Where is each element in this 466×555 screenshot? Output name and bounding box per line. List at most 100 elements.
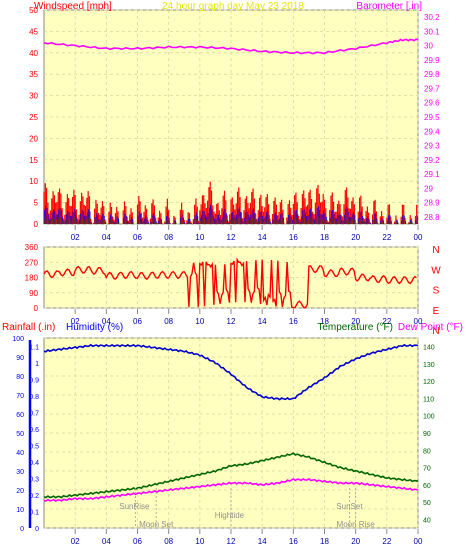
temperature-tick-label: 60 bbox=[423, 483, 431, 490]
barometer-tick-label: 29.8 bbox=[424, 70, 440, 79]
dewpoint-axis-title: Dew Point (°F) bbox=[398, 322, 463, 333]
direction-x-tick-label: 08 bbox=[164, 317, 173, 326]
annotation-label: SunSet bbox=[336, 502, 363, 511]
climate-x-tick-label: 10 bbox=[195, 537, 204, 546]
barometer-tick-label: 29 bbox=[424, 184, 433, 193]
rainfall-tick-label: 0.4 bbox=[29, 460, 39, 467]
windspeed-tick-label: 50 bbox=[29, 6, 38, 15]
compass-letter: E bbox=[433, 306, 440, 317]
windspeed-tick-label: 5 bbox=[34, 199, 39, 208]
climate-x-tick-label: 12 bbox=[227, 537, 236, 546]
humidity-tick-label: 80 bbox=[16, 374, 24, 381]
direction-tick-label: 360 bbox=[25, 243, 39, 252]
temperature-tick-label: 100 bbox=[423, 414, 435, 421]
climate-x-tick-label: 08 bbox=[164, 537, 173, 546]
windspeed-tick-label: 15 bbox=[29, 156, 38, 165]
wind-baro-x-tick-label: 00 bbox=[414, 233, 423, 242]
humidity-tick-label: 60 bbox=[16, 412, 24, 419]
humidity-line bbox=[43, 343, 419, 401]
rainfall-tick-label: 0.6 bbox=[29, 427, 39, 434]
temperature-tick-label: 40 bbox=[423, 517, 431, 524]
direction-x-tick-label: 22 bbox=[382, 317, 391, 326]
climate-x-tick-label: 00 bbox=[414, 537, 423, 546]
annotation-label: SunRise bbox=[119, 502, 150, 511]
barometer-line bbox=[43, 38, 419, 55]
direction-x-tick-label: 06 bbox=[133, 317, 142, 326]
humidity-tick-label: 70 bbox=[16, 393, 24, 400]
barometer-tick-label: 29.2 bbox=[424, 156, 440, 165]
temperature-tick-label: 80 bbox=[423, 448, 431, 455]
temperature-tick-label: 120 bbox=[423, 379, 435, 386]
direction-x-tick-label: 04 bbox=[102, 317, 111, 326]
humidity-tick-label: 20 bbox=[16, 488, 24, 495]
barometer-tick-label: 28.9 bbox=[424, 199, 440, 208]
direction-tick-label: 270 bbox=[25, 258, 39, 267]
humidity-tick-label: 10 bbox=[16, 507, 24, 514]
windspeed-tick-label: 35 bbox=[29, 70, 38, 79]
direction-x-tick-label: 14 bbox=[258, 317, 267, 326]
temperature-tick-label: 140 bbox=[423, 345, 435, 352]
wind-baro-x-tick-label: 02 bbox=[71, 233, 80, 242]
wind-baro-x-tick-label: 06 bbox=[133, 233, 142, 242]
direction-x-tick-label: 20 bbox=[351, 317, 360, 326]
wind-baro-x-tick-label: 08 bbox=[164, 233, 173, 242]
wind-direction-line bbox=[43, 257, 417, 309]
barometer-tick-label: 29.6 bbox=[424, 99, 440, 108]
temperature-tick-label: 110 bbox=[423, 396, 434, 403]
wind-baro-x-tick-label: 10 bbox=[195, 233, 204, 242]
climate-x-tick-label: 22 bbox=[382, 537, 391, 546]
direction-x-tick-label: 00 bbox=[414, 317, 423, 326]
climate-x-tick-label: 14 bbox=[258, 537, 267, 546]
barometer-tick-label: 29.3 bbox=[424, 142, 440, 151]
windspeed-tick-label: 45 bbox=[29, 27, 38, 36]
climate-x-tick-label: 16 bbox=[289, 537, 298, 546]
humidity-tick-label: 40 bbox=[16, 450, 24, 457]
direction-x-tick-label: 16 bbox=[289, 317, 298, 326]
wind-baro-x-tick-label: 20 bbox=[351, 233, 360, 242]
humidity-axis-title: Humidity (%) bbox=[66, 322, 123, 333]
rainfall-tick-label: 0.1 bbox=[29, 509, 39, 516]
barometer-tick-label: 30 bbox=[424, 42, 433, 51]
climate-x-tick-label: 20 bbox=[351, 537, 360, 546]
direction-x-tick-label: 10 bbox=[195, 317, 204, 326]
barometer-axis-title: Barometer [.in] bbox=[356, 1, 422, 12]
direction-tick-label: 180 bbox=[25, 274, 39, 283]
humidity-tick-label: 0 bbox=[20, 526, 24, 533]
direction-tick-label: 0 bbox=[34, 304, 39, 313]
rainfall-tick-label: 0.8 bbox=[29, 394, 39, 401]
barometer-tick-label: 29.9 bbox=[424, 56, 440, 65]
annotation-label: Moon Set bbox=[139, 520, 174, 529]
rainfall-tick-label: 0.3 bbox=[29, 476, 39, 483]
windspeed-tick-label: 20 bbox=[29, 134, 38, 143]
wind-baro-x-tick-label: 04 bbox=[102, 233, 111, 242]
barometer-tick-label: 30.2 bbox=[424, 13, 440, 22]
rainfall-tick-label: 1.1 bbox=[29, 344, 39, 351]
climate-x-tick-label: 06 bbox=[133, 537, 142, 546]
humidity-tick-label: 30 bbox=[16, 469, 24, 476]
rainfall-tick-label: 1 bbox=[35, 361, 39, 368]
wind-baro-x-tick-label: 12 bbox=[227, 233, 236, 242]
windspeed-tick-label: 30 bbox=[29, 92, 38, 101]
barometer-tick-label: 29.1 bbox=[424, 170, 440, 179]
windspeed-tick-label: 25 bbox=[29, 113, 38, 122]
temperature-tick-label: 90 bbox=[423, 431, 431, 438]
rainfall-tick-label: 0.9 bbox=[29, 377, 39, 384]
temperature-tick-label: 50 bbox=[423, 500, 431, 507]
temperature-line bbox=[43, 452, 419, 499]
rainfall-axis-title: Rainfall (.in) bbox=[2, 322, 55, 333]
barometer-tick-label: 29.5 bbox=[424, 113, 440, 122]
chart-title: 24 hour graph day May 23 2018 bbox=[162, 1, 304, 12]
humidity-tick-label: 90 bbox=[16, 355, 24, 362]
compass-letter: N bbox=[432, 245, 439, 256]
dewpoint-line bbox=[43, 477, 419, 503]
climate-x-tick-label: 18 bbox=[320, 537, 329, 546]
temperature-tick-label: 70 bbox=[423, 466, 431, 473]
windspeed-tick-label: 0 bbox=[34, 220, 39, 229]
barometer-tick-label: 28.8 bbox=[424, 213, 440, 222]
windspeed-tick-label: 10 bbox=[29, 177, 38, 186]
annotation-label: Hightide bbox=[215, 511, 245, 520]
wind-baro-x-tick-label: 22 bbox=[382, 233, 391, 242]
humidity-tick-label: 100 bbox=[12, 336, 24, 343]
